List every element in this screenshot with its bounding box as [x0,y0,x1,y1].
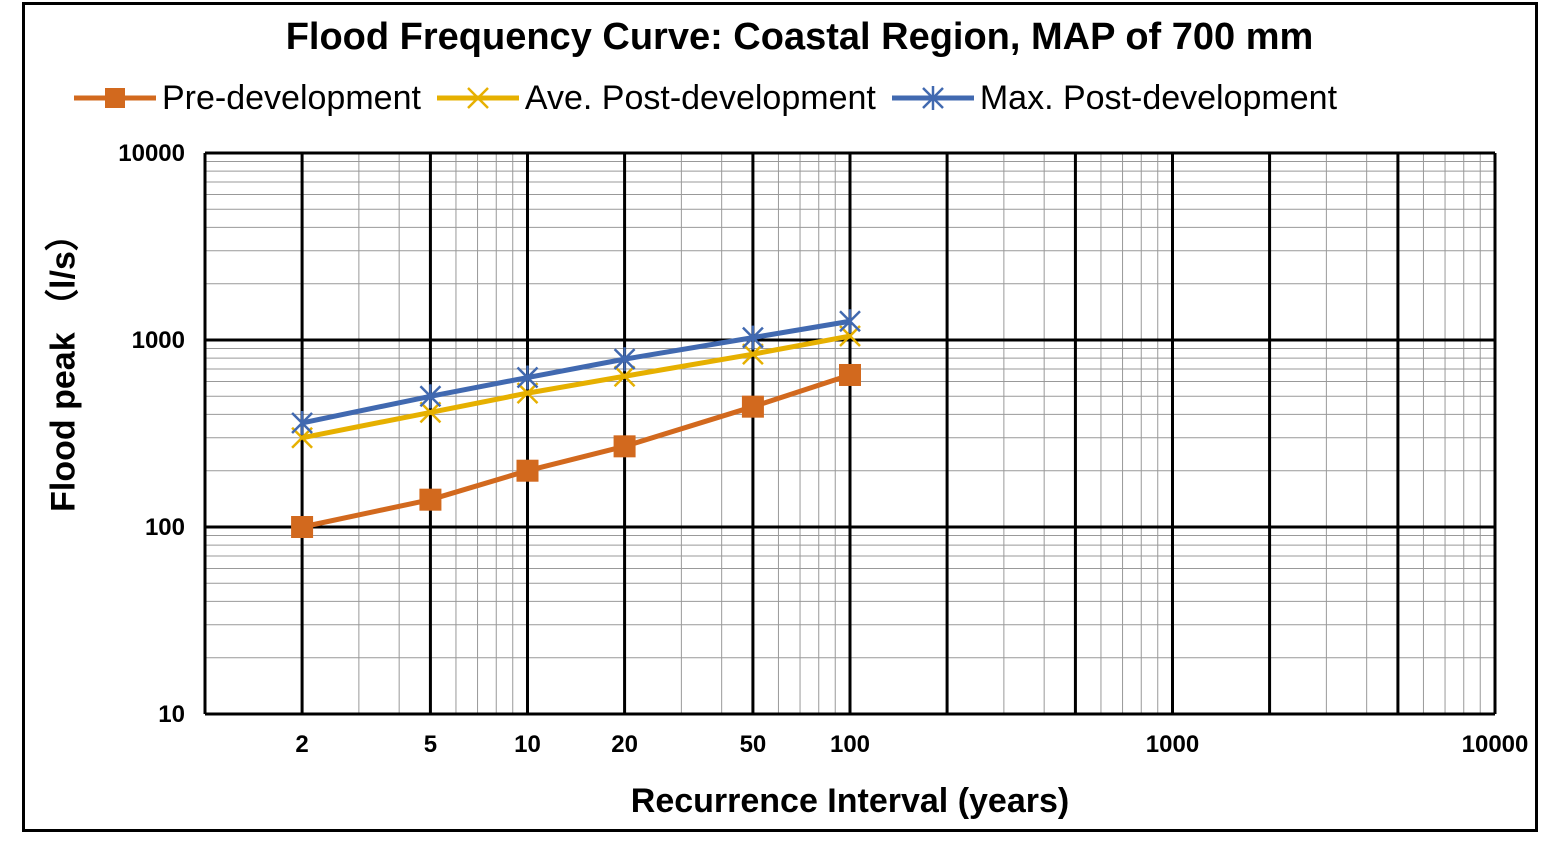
data-point [613,435,636,458]
data-point [742,343,764,366]
legend-item-pre-development: Pre-development [72,79,421,118]
data-point [516,365,539,390]
x-tick-label: 10000 [1462,731,1529,758]
legend-item-max-post-development: Max. Post-development [890,79,1337,118]
x-tick-label: 5 [424,731,437,758]
legend-marker-x-icon [436,87,519,109]
x-tick-label: 1000 [1146,731,1199,758]
chart-title: Flood Frequency Curve: Coastal Region, M… [285,16,1314,58]
data-point [291,410,313,435]
data-point [839,363,861,386]
y-tick-label: 1000 [132,327,185,354]
data-point [742,325,764,350]
x-tick-label: 10 [514,731,541,758]
y-tick-label: 10000 [118,140,185,167]
x-tick-label: 50 [740,731,767,758]
y-tick-label: 100 [145,514,185,541]
data-point [291,516,314,538]
legend-label-ave-post-development: Ave. Post-development [524,78,876,117]
legend: Pre-development Ave. Post-development Ma… [72,76,1351,120]
data-point [516,382,539,404]
legend-item-ave-post-development: Ave. Post-development [435,79,876,118]
x-axis-label: Recurrence Interval (years) [630,782,1070,820]
legend-label-max-post-development: Max. Post-development [979,78,1338,117]
data-point [613,347,636,372]
data-point [741,395,764,418]
legend-marker-square-icon [74,88,156,108]
data-point [613,365,636,388]
x-tick-label: 100 [830,731,870,758]
data-point [516,459,539,482]
x-tick-label: 2 [295,731,308,758]
data-point [419,384,442,409]
chart-frame [22,2,1538,832]
y-axis-label: Flood peak （l/s） [44,217,83,512]
series-line-0 [301,372,851,530]
data-point [419,488,442,511]
data-point [839,309,861,334]
series-line-2 [301,318,851,426]
legend-marker-asterisk-icon [891,86,974,110]
x-tick-label: 20 [611,731,638,758]
data-point [419,401,442,424]
series-line-1 [301,333,851,441]
y-tick-label: 10 [158,701,185,728]
legend-label-pre-development: Pre-development [162,78,421,117]
